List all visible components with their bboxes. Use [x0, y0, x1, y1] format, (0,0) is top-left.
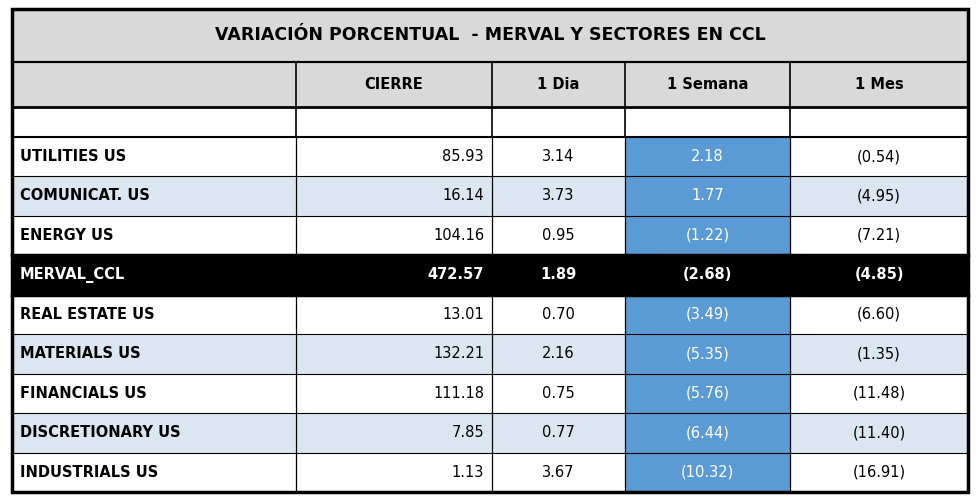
Text: 7.85: 7.85 — [452, 425, 484, 440]
Text: 104.16: 104.16 — [433, 228, 484, 243]
Text: 13.01: 13.01 — [442, 307, 484, 322]
Text: 0.77: 0.77 — [542, 425, 575, 440]
Text: 0.95: 0.95 — [542, 228, 575, 243]
Bar — [12, 9, 968, 62]
Text: (7.21): (7.21) — [857, 228, 902, 243]
Text: (10.32): (10.32) — [681, 465, 734, 480]
Bar — [625, 137, 790, 176]
Text: 3.73: 3.73 — [542, 188, 575, 203]
Bar — [625, 413, 790, 452]
Text: (6.60): (6.60) — [858, 307, 901, 322]
Bar — [625, 452, 790, 492]
Text: 2.18: 2.18 — [691, 149, 724, 164]
Bar — [12, 176, 968, 216]
Text: INDUSTRIALS US: INDUSTRIALS US — [20, 465, 158, 480]
Text: 1.89: 1.89 — [541, 268, 576, 283]
Bar — [625, 295, 790, 334]
Text: UTILITIES US: UTILITIES US — [20, 149, 125, 164]
Text: 0.75: 0.75 — [542, 386, 575, 401]
Text: 1 Semana: 1 Semana — [666, 77, 749, 92]
Bar — [625, 176, 790, 216]
Text: 16.14: 16.14 — [442, 188, 484, 203]
Text: VARIACIÓN PORCENTUAL  - MERVAL Y SECTORES EN CCL: VARIACIÓN PORCENTUAL - MERVAL Y SECTORES… — [215, 27, 765, 44]
Text: 1.77: 1.77 — [691, 188, 724, 203]
Text: DISCRETIONARY US: DISCRETIONARY US — [20, 425, 180, 440]
Bar — [625, 216, 790, 255]
Text: (4.85): (4.85) — [855, 268, 904, 283]
Text: 3.14: 3.14 — [542, 149, 575, 164]
Text: 132.21: 132.21 — [433, 346, 484, 361]
Text: 2.16: 2.16 — [542, 346, 575, 361]
Text: FINANCIALS US: FINANCIALS US — [20, 386, 146, 401]
Text: 472.57: 472.57 — [427, 268, 484, 283]
Text: (6.44): (6.44) — [686, 425, 729, 440]
Text: (3.49): (3.49) — [686, 307, 729, 322]
Bar — [625, 334, 790, 374]
Text: (1.35): (1.35) — [858, 346, 901, 361]
Text: 1 Mes: 1 Mes — [855, 77, 904, 92]
Text: (2.68): (2.68) — [683, 268, 732, 283]
Text: REAL ESTATE US: REAL ESTATE US — [20, 307, 154, 322]
Text: COMUNICAT. US: COMUNICAT. US — [20, 188, 150, 203]
Bar — [12, 334, 968, 374]
Bar — [12, 452, 968, 492]
Text: (5.35): (5.35) — [686, 346, 729, 361]
Text: 3.67: 3.67 — [542, 465, 575, 480]
Bar — [12, 374, 968, 413]
Bar — [12, 413, 968, 452]
Text: (5.76): (5.76) — [686, 386, 729, 401]
Text: (11.48): (11.48) — [853, 386, 906, 401]
Text: 1 Dia: 1 Dia — [537, 77, 580, 92]
Text: ENERGY US: ENERGY US — [20, 228, 113, 243]
Text: (16.91): (16.91) — [853, 465, 906, 480]
Text: 85.93: 85.93 — [443, 149, 484, 164]
Text: (11.40): (11.40) — [853, 425, 906, 440]
Bar — [12, 137, 968, 176]
Text: (0.54): (0.54) — [858, 149, 901, 164]
Bar — [12, 295, 968, 334]
Text: 0.70: 0.70 — [542, 307, 575, 322]
Text: CIERRE: CIERRE — [365, 77, 423, 92]
Text: 111.18: 111.18 — [433, 386, 484, 401]
Text: 1.13: 1.13 — [452, 465, 484, 480]
Text: (4.95): (4.95) — [858, 188, 901, 203]
Bar — [625, 374, 790, 413]
Bar — [12, 62, 968, 107]
Text: (1.22): (1.22) — [685, 228, 730, 243]
Text: MATERIALS US: MATERIALS US — [20, 346, 140, 361]
Text: MERVAL_CCL: MERVAL_CCL — [20, 267, 124, 283]
Bar — [12, 107, 968, 137]
Bar — [12, 216, 968, 255]
Bar — [12, 255, 968, 295]
